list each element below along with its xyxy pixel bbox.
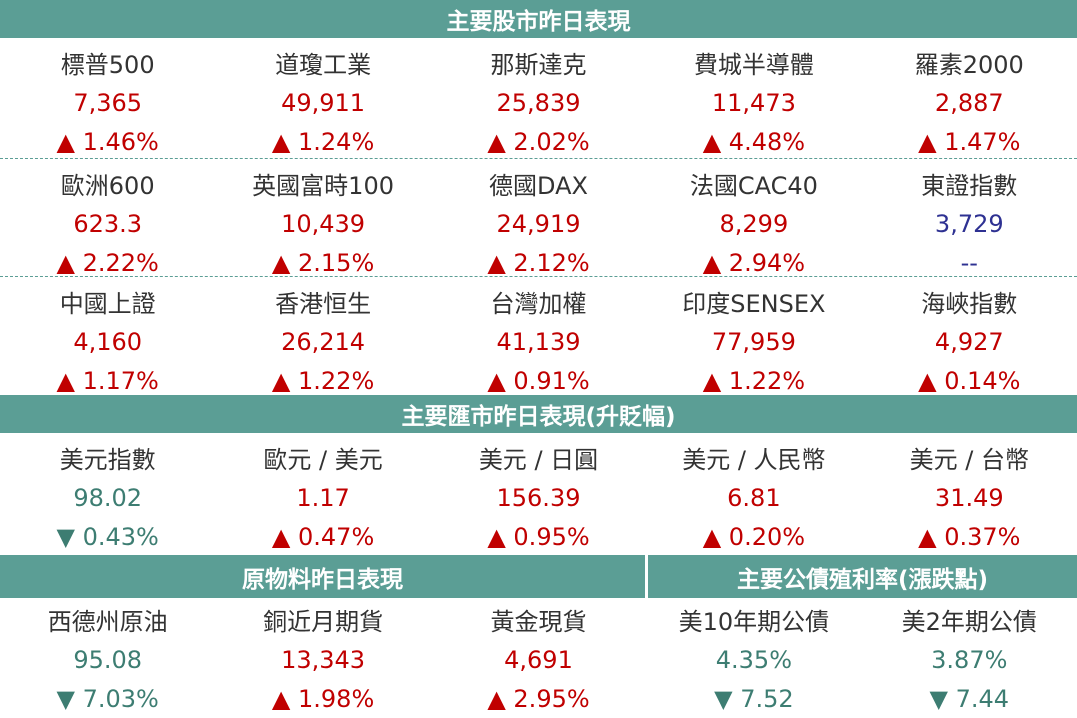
item-value: 6.81 <box>727 484 781 512</box>
section-header: 主要匯市昨日表現(升貶幅) <box>0 395 1077 433</box>
item-name: 黃金現貨 <box>490 608 587 636</box>
item-value: 49,911 <box>281 89 366 117</box>
section-header: 主要公債殖利率(漲跌點) <box>648 555 1077 598</box>
item-name: 美10年期公債 <box>678 608 830 636</box>
item-name: 歐元 / 美元 <box>263 446 383 474</box>
item-value: 4.35% <box>715 646 792 674</box>
item-name: 美元指數 <box>59 446 156 474</box>
item-name: 歐洲600 <box>60 172 155 200</box>
item-change: ▼ 7.52 <box>714 685 794 713</box>
item-value: 77,959 <box>711 328 796 356</box>
item-value: 3,729 <box>934 210 1004 238</box>
item-name: 道瓊工業 <box>275 51 372 79</box>
item-change: ▲ 0.47% <box>271 523 375 551</box>
item-change: ▲ 1.22% <box>702 367 806 395</box>
item-change: ▲ 0.20% <box>702 523 806 551</box>
item-name: 西德州原油 <box>47 608 168 636</box>
row-separator <box>0 276 1077 277</box>
item-value: 98.02 <box>73 484 143 512</box>
item-value: 2,887 <box>934 89 1004 117</box>
item-value: 7,365 <box>73 89 143 117</box>
item-value: 41,139 <box>496 328 581 356</box>
item-value: 25,839 <box>496 89 581 117</box>
item-name: 香港恒生 <box>275 290 372 318</box>
item-name: 美元 / 台幣 <box>909 446 1029 474</box>
item-change: ▲ 2.15% <box>271 249 375 277</box>
item-change: ▼ 0.43% <box>56 523 159 551</box>
item-value: 26,214 <box>281 328 366 356</box>
item-name: 台灣加權 <box>490 290 587 318</box>
section-header: 原物料昨日表現 <box>0 555 645 598</box>
item-change: ▲ 2.12% <box>487 249 590 277</box>
item-value: 3.87% <box>931 646 1008 674</box>
item-change: ▲ 2.22% <box>56 249 159 277</box>
item-change: ▲ 0.37% <box>918 523 1021 551</box>
item-change: ▲ 1.98% <box>271 685 375 713</box>
item-name: 印度SENSEX <box>682 290 826 318</box>
item-value: 11,473 <box>711 89 796 117</box>
section-header: 主要股市昨日表現 <box>0 0 1077 38</box>
item-name: 美元 / 日圓 <box>478 446 599 474</box>
item-change: ▲ 1.17% <box>56 367 159 395</box>
item-name: 中國上證 <box>59 290 156 318</box>
item-value: 31.49 <box>934 484 1004 512</box>
item-change: -- <box>960 249 978 277</box>
item-value: 4,927 <box>934 328 1004 356</box>
item-value: 1.17 <box>296 484 350 512</box>
item-name: 羅素2000 <box>914 51 1024 79</box>
item-name: 標普500 <box>60 51 155 79</box>
item-change: ▼ 7.44 <box>929 685 1010 713</box>
item-name: 費城半導體 <box>693 51 814 79</box>
item-name: 東證指數 <box>921 172 1018 200</box>
item-value: 8,299 <box>719 210 789 238</box>
item-value: 13,343 <box>281 646 366 674</box>
item-value: 4,691 <box>504 646 573 674</box>
item-change: ▲ 2.95% <box>487 685 590 713</box>
item-change: ▲ 1.46% <box>56 128 159 156</box>
item-change: ▲ 2.94% <box>702 249 806 277</box>
item-name: 美2年期公債 <box>901 608 1037 636</box>
item-name: 英國富時100 <box>252 172 394 200</box>
item-change: ▲ 1.47% <box>918 128 1021 156</box>
item-value: 10,439 <box>281 210 366 238</box>
item-change: ▲ 0.14% <box>918 367 1021 395</box>
item-change: ▲ 1.22% <box>271 367 375 395</box>
item-change: ▲ 1.24% <box>271 128 375 156</box>
item-change: ▲ 2.02% <box>487 128 590 156</box>
item-change: ▼ 7.03% <box>56 685 159 713</box>
row-separator <box>0 158 1077 159</box>
item-name: 法國CAC40 <box>689 172 818 200</box>
item-change: ▲ 4.48% <box>702 128 806 156</box>
item-name: 德國DAX <box>489 172 588 200</box>
item-value: 4,160 <box>73 328 143 356</box>
item-name: 美元 / 人民幣 <box>682 446 826 474</box>
item-change: ▲ 0.95% <box>487 523 590 551</box>
item-name: 銅近月期貨 <box>263 608 384 636</box>
item-name: 海峽指數 <box>921 290 1018 318</box>
item-value: 95.08 <box>73 646 143 674</box>
item-value: 156.39 <box>496 484 581 512</box>
item-name: 那斯達克 <box>490 51 587 79</box>
item-change: ▲ 0.91% <box>487 367 590 395</box>
item-value: 623.3 <box>73 210 143 238</box>
item-value: 24,919 <box>496 210 581 238</box>
